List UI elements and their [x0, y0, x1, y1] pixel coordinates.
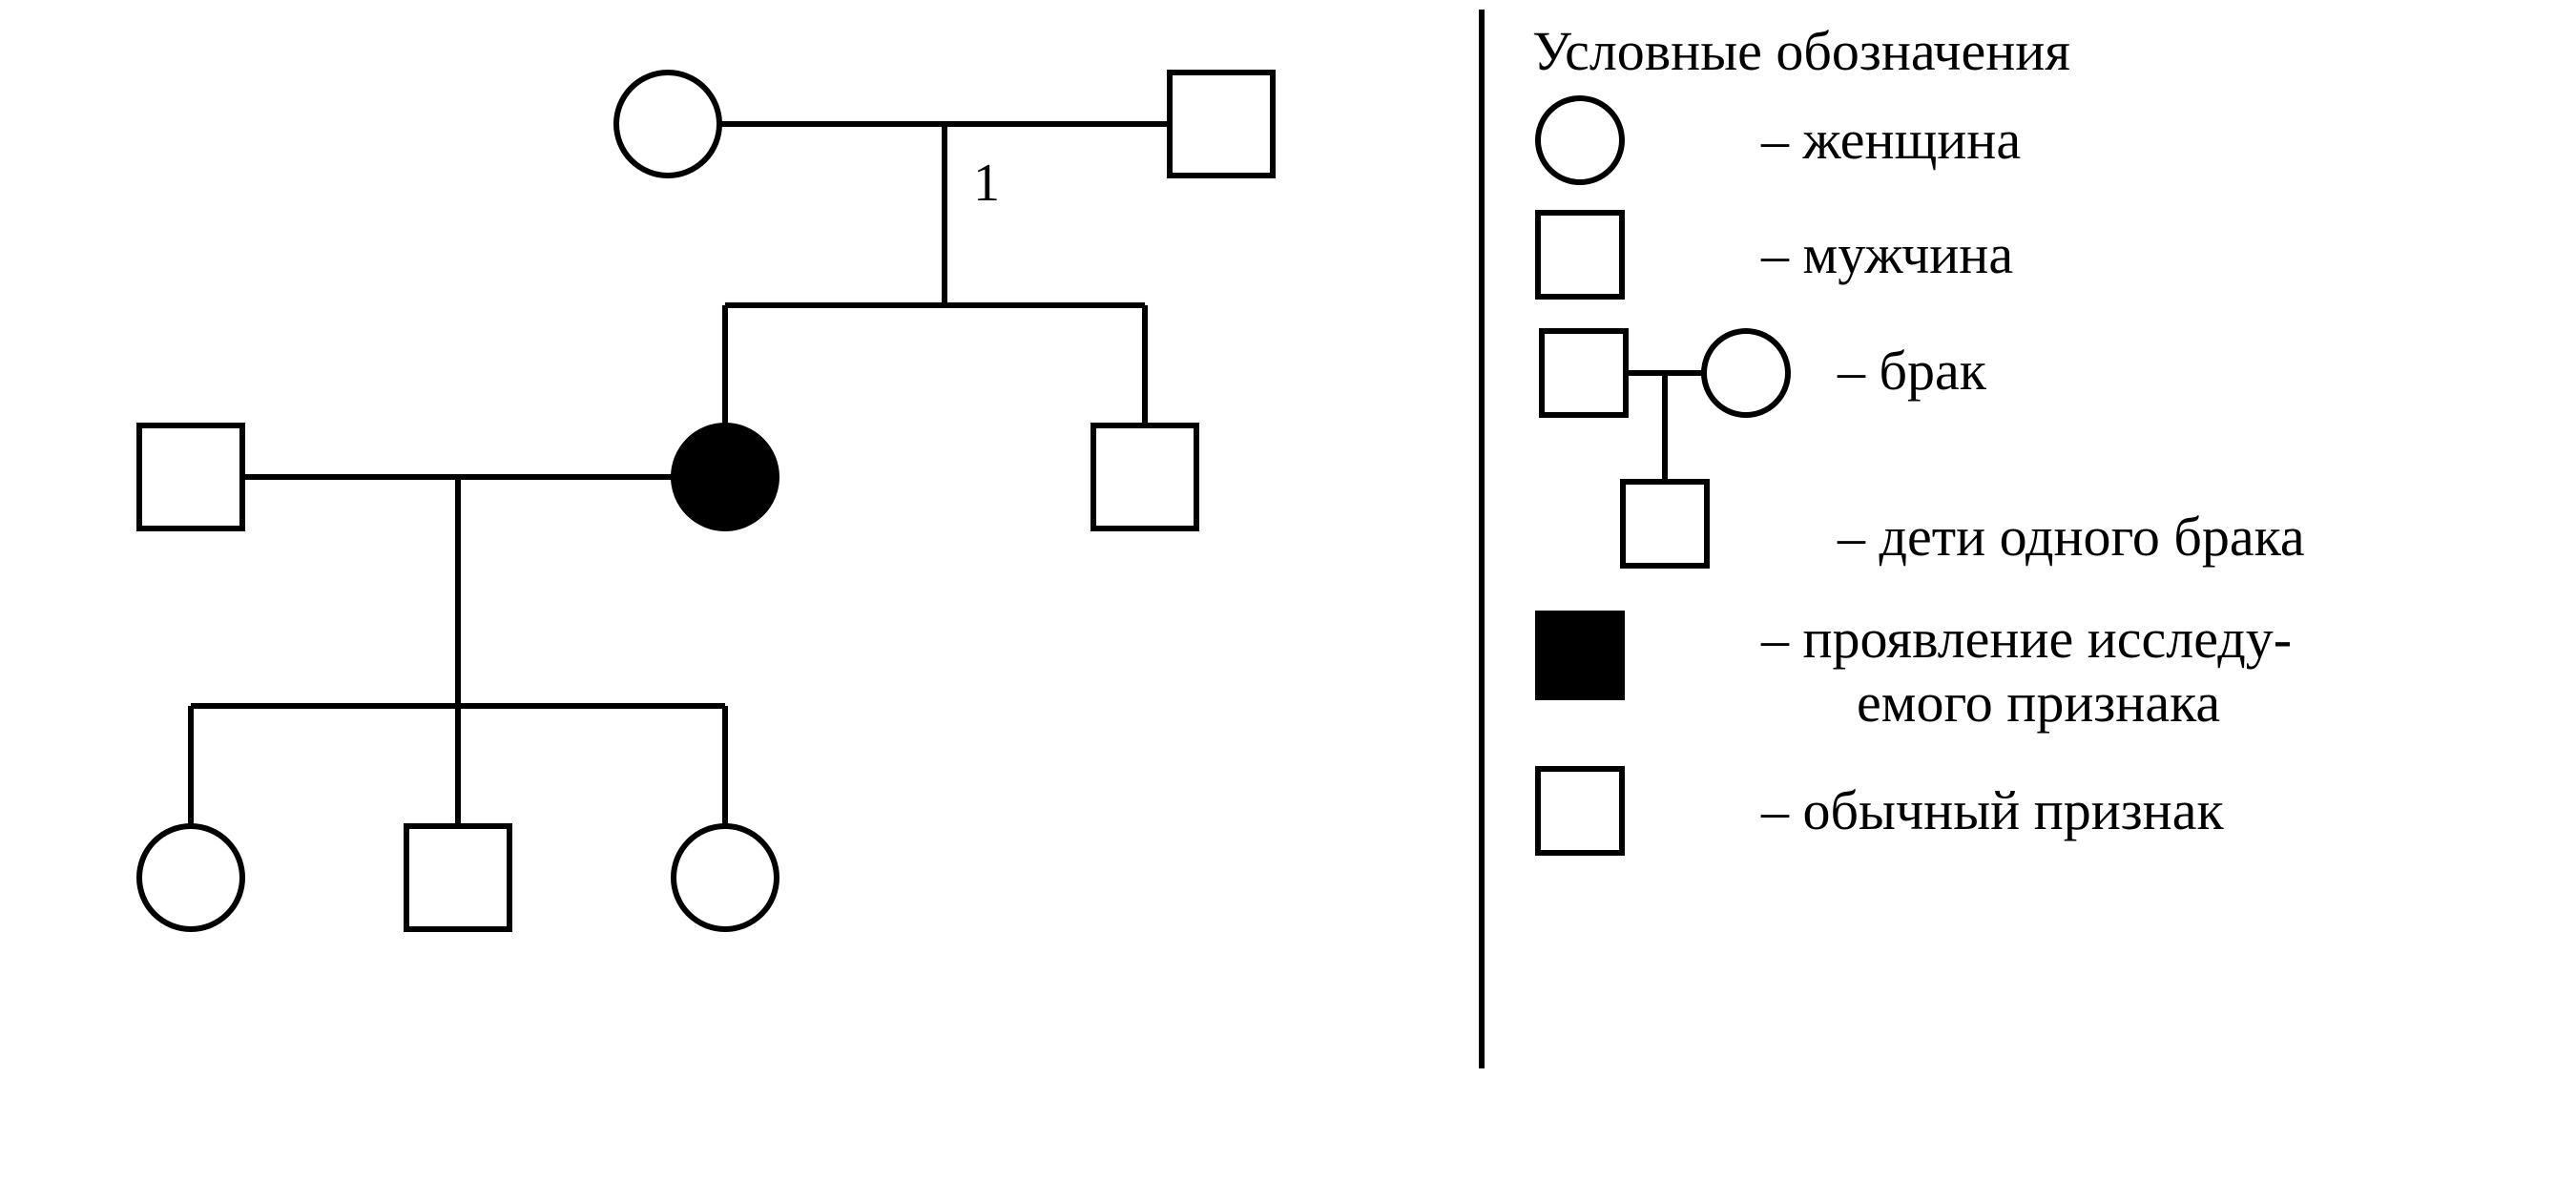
legend-label-affected: – проявление исследу- емого признака [1761, 608, 2292, 735]
legend-row-normal: – обычный признак [1532, 763, 2576, 859]
filled-square-icon [1532, 608, 1628, 703]
legend-label-female: – женщина [1761, 110, 2021, 171]
pedigree-diagram: 1 [0, 0, 1479, 1049]
legend-row-marriage: – брак – дети одного брака [1532, 321, 2576, 579]
legend-symbol-normal [1532, 763, 1761, 859]
legend-symbol-male [1532, 207, 1761, 302]
pedigree-individual-I2 [1170, 73, 1273, 176]
circle-icon [1532, 93, 1628, 188]
legend-symbol-affected [1532, 608, 1761, 703]
pedigree-individual-II2 [674, 425, 777, 528]
legend-label-affected-l1: – проявление исследу- [1761, 608, 2292, 670]
legend-row-affected: – проявление исследу- емого признака [1532, 608, 2576, 735]
pedigree-individual-III3 [674, 826, 777, 929]
pedigree-individual-II3 [1093, 425, 1196, 528]
pedigree-individual-III1 [139, 826, 242, 929]
figure-container: 1 Условные обозначения – женщина – мужчи… [0, 0, 2576, 1202]
legend-label-normal: – обычный признак [1761, 780, 2224, 841]
legend-label-male: – мужчина [1761, 224, 2013, 285]
legend-label-children: – дети одного брака [1838, 507, 2305, 568]
legend-label-marriage: – брак [1838, 341, 2305, 402]
legend-label-affected-l2: емого признака [1761, 672, 2220, 734]
legend-row-male: – мужчина [1532, 207, 2576, 302]
svg-text:1: 1 [973, 154, 1000, 213]
legend-row-female: – женщина [1532, 93, 2576, 188]
legend-symbol-marriage [1532, 321, 1838, 579]
legend-title: Условные обозначения [1532, 19, 2576, 83]
square-icon [1532, 207, 1628, 302]
pedigree-individual-II1 [139, 425, 242, 528]
pedigree-panel: 1 [0, 0, 1479, 1202]
legend-marriage-text-block: – брак – дети одного брака [1838, 321, 2305, 568]
legend-panel: Условные обозначения – женщина – мужчина [1485, 0, 2576, 1202]
legend-symbol-female [1532, 93, 1761, 188]
pedigree-individual-I1 [616, 73, 719, 176]
square-icon [1532, 763, 1628, 859]
marriage-icon [1532, 321, 1838, 579]
pedigree-individual-III2 [406, 826, 509, 929]
